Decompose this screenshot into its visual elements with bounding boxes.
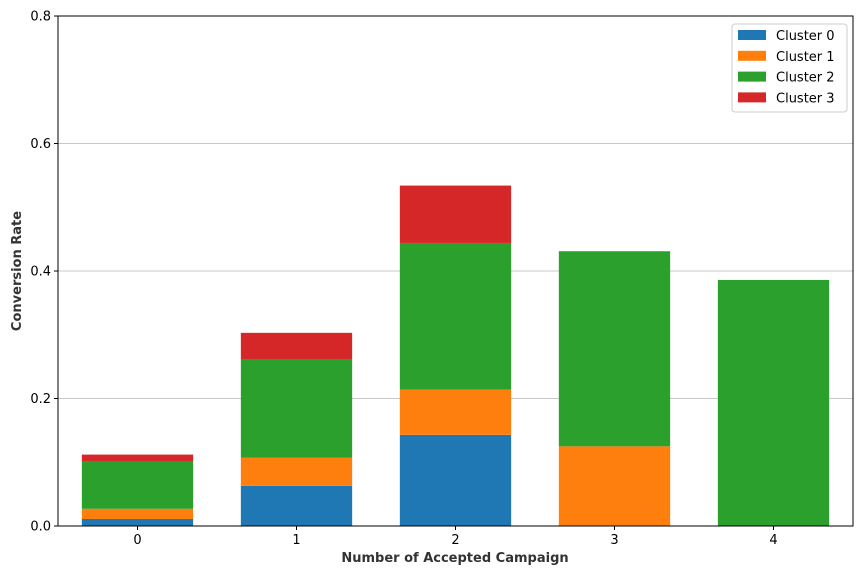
legend-swatch <box>738 92 766 103</box>
y-tick-label: 0.4 <box>30 265 51 280</box>
x-tick-label: 1 <box>292 533 300 548</box>
y-axis-ticks: 0.0 0.2 0.4 0.6 0.8 <box>30 10 58 535</box>
bar-cluster-2-category-4 <box>717 279 830 526</box>
bar-cluster-2-category-1 <box>240 358 353 458</box>
bar-cluster-3-category-2 <box>399 185 512 243</box>
bar-cluster-0-category-2 <box>399 434 512 526</box>
legend-label: Cluster 1 <box>776 50 835 65</box>
legend-swatch <box>738 71 766 82</box>
bar-cluster-2-category-2 <box>399 242 512 390</box>
bar-cluster-3-category-1 <box>240 332 353 359</box>
y-tick-label: 0.6 <box>30 137 51 152</box>
x-axis-ticks: 0 1 2 3 4 <box>133 526 778 548</box>
bar-cluster-0-category-0 <box>81 518 194 526</box>
bar-cluster-0-category-1 <box>240 485 353 526</box>
bar-cluster-3-category-0 <box>81 454 194 461</box>
x-tick-label: 0 <box>133 533 141 548</box>
legend-swatch <box>738 50 766 61</box>
legend-box <box>731 23 848 113</box>
bar-segments <box>81 185 830 526</box>
bar-cluster-2-category-3 <box>558 251 671 447</box>
y-axis-title: Conversion Rate <box>10 211 25 331</box>
bar-cluster-1-category-2 <box>399 389 512 435</box>
bar-cluster-2-category-0 <box>81 460 194 509</box>
x-tick-label: 2 <box>451 533 459 548</box>
legend-label: Cluster 3 <box>776 91 835 106</box>
legend-label: Cluster 0 <box>776 29 835 44</box>
legend-swatch <box>738 30 766 40</box>
x-axis-title: Number of Accepted Campaign <box>341 551 568 566</box>
bar-cluster-1-category-0 <box>81 508 194 519</box>
legend: Cluster 0 Cluster 1 Cluster 2 Cluster 3 <box>731 23 848 113</box>
x-tick-label: 4 <box>769 533 777 548</box>
legend-label: Cluster 2 <box>776 71 835 86</box>
y-tick-label: 0.0 <box>30 520 51 535</box>
y-tick-label: 0.8 <box>30 10 51 25</box>
bar-cluster-1-category-1 <box>240 457 353 486</box>
bar-cluster-1-category-3 <box>558 446 671 526</box>
y-tick-label: 0.2 <box>30 392 51 407</box>
x-tick-label: 3 <box>610 533 618 548</box>
